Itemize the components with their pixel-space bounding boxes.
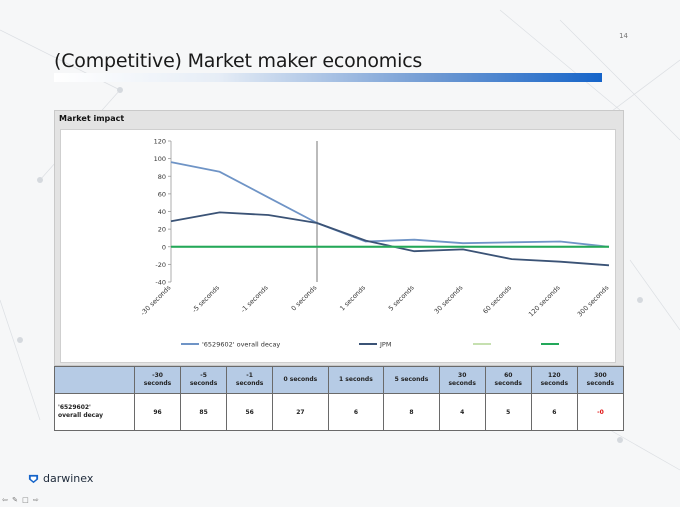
y-tick-label: 100 <box>154 155 166 163</box>
brand-name: darwinex <box>43 472 94 485</box>
slide-number: 14 <box>619 32 628 40</box>
y-tick-label: 120 <box>154 138 166 146</box>
table-row: '6529602' overall decay 96 85 56 27 6 8 4 5 6 -0 <box>54 393 625 431</box>
table-cell: 6 <box>530 393 578 431</box>
table-header-text: seconds <box>235 380 264 387</box>
table-cell: 6 <box>327 393 385 431</box>
table-cell: 27 <box>272 393 329 431</box>
y-tick-label: 20 <box>158 226 166 234</box>
table-header-row: -30 seconds -5 seconds -1 seconds 0 seconds 1 s… <box>54 366 625 394</box>
table-header-cell: 1 seconds <box>327 366 385 394</box>
y-tick-label: 40 <box>158 208 166 216</box>
table-header-text: seconds <box>586 380 615 387</box>
table-header-cell: 0 seconds <box>272 366 329 394</box>
table-header-cell: -1 seconds <box>226 366 274 394</box>
x-tick-label: 1 seconds <box>338 283 367 312</box>
table-header-cell: 5 seconds <box>383 366 440 394</box>
table-header-cell: 300 seconds <box>576 366 625 394</box>
table-cell: -0 <box>576 393 625 431</box>
panel-title: Market impact <box>59 114 125 123</box>
table-cell: 5 <box>484 393 532 431</box>
table-header-cell: 30 seconds <box>438 366 486 394</box>
title-underline-bar <box>54 73 602 82</box>
table-header-cell: -30 seconds <box>133 366 182 394</box>
y-tick-label: 80 <box>158 173 166 181</box>
darwinex-logo: darwinex <box>28 472 93 485</box>
x-tick-label: 5 seconds <box>387 283 416 312</box>
table-header-text: 5 seconds <box>394 376 429 383</box>
table-row-label: '6529602' overall decay <box>54 393 135 431</box>
table-corner-cell <box>54 366 135 394</box>
y-tick-label: 0 <box>162 243 166 251</box>
series-line <box>170 161 610 248</box>
darwinex-logo-icon <box>28 474 39 484</box>
table-cell: 8 <box>383 393 440 431</box>
chart-area: 120 100 80 60 40 20 0 -20 -40 -30 seconds -5 secon… <box>60 129 616 363</box>
table-header-text: -30 <box>152 372 163 379</box>
table-header-text: 30 <box>458 372 467 379</box>
table-header-text: 1 seconds <box>339 376 373 383</box>
table-header-text: seconds <box>540 380 569 387</box>
table-header-text: seconds <box>494 380 522 387</box>
legend-label: JPM <box>379 341 391 349</box>
y-tick-label: 60 <box>158 190 166 198</box>
series-line <box>170 211 610 267</box>
x-tick-label: 300 seconds <box>576 283 611 318</box>
table-header-text: 0 seconds <box>283 376 318 383</box>
row-label-line2: overall decay <box>58 412 104 419</box>
row-label-line1: '6529602' <box>58 404 91 411</box>
table-header-cell: 120 seconds <box>530 366 578 394</box>
slide-title: (Competitive) Market maker economics <box>54 50 423 72</box>
x-tick-label: -30 seconds <box>139 283 173 317</box>
x-tick-label: 30 seconds <box>433 283 465 315</box>
table-cell: 96 <box>133 393 182 431</box>
presentation-nav[interactable]: ⇦ ✎ □ ⇨ <box>2 496 40 504</box>
x-tick-label: -1 seconds <box>239 283 270 314</box>
table-cell: 4 <box>438 393 486 431</box>
y-tick-label: -40 <box>155 279 166 287</box>
y-tick-label: -20 <box>155 261 166 269</box>
x-tick-label: 0 seconds <box>290 283 319 312</box>
table-header-text: 60 <box>504 372 513 379</box>
table-cell: 56 <box>226 393 274 431</box>
chart-panel: Market impact 120 100 80 60 40 20 0 -20 -40 -30 s… <box>54 110 624 366</box>
x-tick-label: -5 seconds <box>191 283 222 314</box>
table-header-text: -5 <box>200 372 207 379</box>
table-header-text: 120 <box>548 372 561 379</box>
data-table: -30 seconds -5 seconds -1 seconds 0 seconds 1 s… <box>54 366 625 431</box>
table-header-text: seconds <box>189 380 218 387</box>
table-header-cell: -5 seconds <box>180 366 228 394</box>
x-tick-label: 120 seconds <box>527 283 562 318</box>
market-impact-chart: 120 100 80 60 40 20 0 -20 -40-30 seconds -5 secon… <box>139 138 611 349</box>
legend-label: '6529602' overall decay <box>202 341 280 349</box>
table-cell: 85 <box>180 393 228 431</box>
table-header-text: -1 <box>246 372 253 379</box>
table-header-text: seconds <box>143 380 172 387</box>
x-tick-label: 60 seconds <box>481 283 513 315</box>
table-header-text: 300 <box>594 372 607 379</box>
table-header-text: seconds <box>448 380 476 387</box>
table-header-cell: 60 seconds <box>484 366 532 394</box>
